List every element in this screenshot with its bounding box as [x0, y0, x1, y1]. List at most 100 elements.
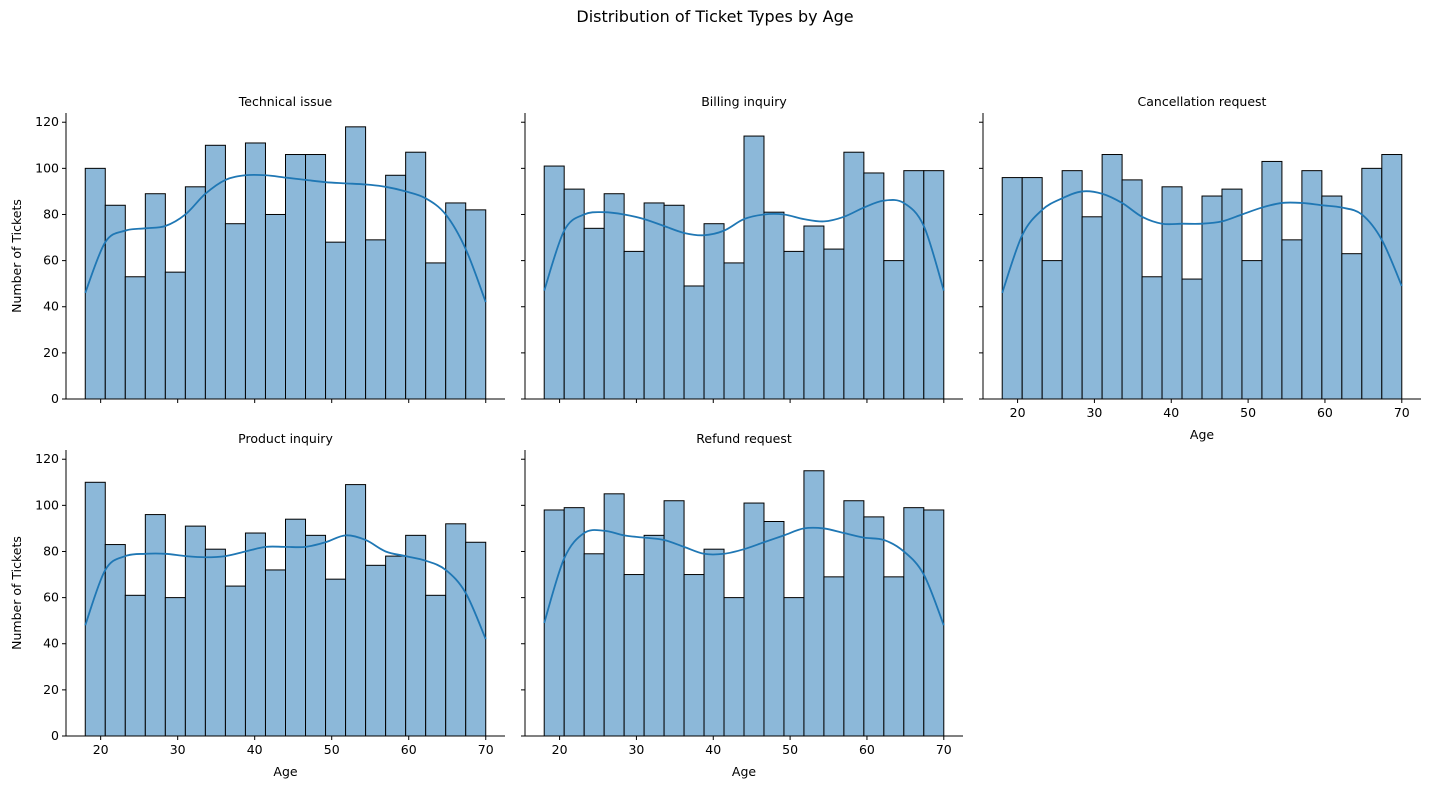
- x-tick-label: 50: [1240, 405, 1256, 420]
- histogram-bar: [1241, 260, 1263, 400]
- histogram-bar: [405, 534, 427, 737]
- x-tick-label: 50: [782, 742, 798, 757]
- histogram-bar: [1141, 276, 1163, 400]
- histogram-bar: [1121, 179, 1143, 400]
- histogram-bar: [425, 262, 447, 400]
- histogram-bar: [783, 250, 805, 400]
- y-tick-label: 80: [43, 543, 59, 558]
- histogram-bar: [823, 248, 845, 400]
- facet-title: Refund request: [696, 431, 792, 446]
- histogram-bar: [903, 507, 925, 737]
- histogram-bar: [285, 154, 307, 400]
- x-tick-label: 40: [1163, 405, 1179, 420]
- histogram-bar: [345, 126, 367, 400]
- y-tick-label: 80: [43, 206, 59, 221]
- histogram-bar: [703, 223, 725, 400]
- histogram-bar: [405, 151, 427, 400]
- histogram-bar: [763, 521, 785, 737]
- histogram-bar: [663, 204, 685, 400]
- x-tick-label: 30: [1086, 405, 1102, 420]
- histogram-bar: [264, 569, 287, 737]
- x-tick-label: 70: [1394, 405, 1410, 420]
- y-tick-label: 60: [43, 253, 59, 268]
- histogram-bar: [643, 534, 665, 737]
- x-tick-label: 30: [628, 742, 644, 757]
- histogram-bar: [285, 518, 307, 737]
- y-axis-label: Number of Tickets: [9, 536, 24, 650]
- histogram-bar: [583, 227, 605, 400]
- histogram-bar: [345, 484, 367, 737]
- histogram-bar: [325, 241, 347, 400]
- x-tick-label: 60: [401, 742, 417, 757]
- histogram-bar: [124, 276, 146, 400]
- histogram-bar: [803, 470, 825, 737]
- histogram-bar: [385, 174, 407, 400]
- histogram-bar: [385, 555, 407, 737]
- histogram-bar: [663, 500, 685, 737]
- x-axis-label: Age: [732, 764, 756, 779]
- x-tick-label: 70: [478, 742, 494, 757]
- facet-title: Cancellation request: [1138, 94, 1267, 109]
- histogram-bar: [445, 523, 467, 737]
- y-tick-label: 100: [35, 497, 59, 512]
- facet-panel: Billing inquiry: [521, 94, 963, 403]
- kde-curve: [84, 534, 487, 640]
- histogram-bar: [365, 239, 387, 400]
- histogram-bar: [1261, 160, 1283, 400]
- facet-panel: 0 20 40 60 80 100 120 20 30 40 50 60 70 Product inqui…: [9, 431, 505, 779]
- y-tick-label: 120: [35, 114, 59, 129]
- histogram-bar: [923, 170, 945, 400]
- y-tick-label: 0: [51, 728, 59, 743]
- figure-title: Distribution of Ticket Types by Age: [576, 7, 854, 26]
- x-tick-label: 20: [93, 742, 109, 757]
- x-tick-label: 40: [247, 742, 263, 757]
- x-tick-label: 50: [324, 742, 340, 757]
- histogram-bar: [305, 534, 327, 737]
- histogram-bar: [1001, 177, 1023, 400]
- histogram-bar: [224, 223, 246, 400]
- histogram-bar: [204, 144, 226, 400]
- histogram-bar: [465, 209, 487, 400]
- histogram-bar: [843, 151, 865, 400]
- histogram-bar: [204, 548, 226, 737]
- histogram-bar: [84, 481, 106, 737]
- histogram-bar: [563, 188, 585, 400]
- x-tick-label: 60: [1317, 405, 1333, 420]
- x-tick-label: 30: [170, 742, 186, 757]
- kde-curve: [543, 199, 945, 291]
- histogram-bar: [1081, 216, 1103, 400]
- y-tick-label: 20: [43, 345, 59, 360]
- histogram-bar: [1361, 167, 1383, 400]
- histogram-bar: [603, 193, 625, 400]
- histogram-bar: [1181, 278, 1203, 400]
- x-axis-label: Age: [1190, 427, 1214, 442]
- histogram-bar: [1201, 195, 1223, 400]
- kde-curve: [1001, 190, 1403, 294]
- x-axis-label: Age: [273, 764, 297, 779]
- histogram-bar: [703, 548, 725, 737]
- histogram-bar: [1041, 260, 1063, 400]
- histogram-bar: [124, 594, 146, 737]
- y-tick-label: 120: [35, 451, 59, 466]
- kde-curve: [543, 526, 945, 626]
- histogram-bar: [763, 211, 785, 400]
- histogram-bar: [923, 509, 945, 737]
- kde-curve: [84, 173, 487, 303]
- facet-title: Billing inquiry: [701, 94, 787, 109]
- facet-panel: 20 30 40 50 60 70 Refund request Age: [521, 431, 963, 779]
- histogram-bar: [104, 544, 126, 737]
- histogram-bar: [683, 285, 705, 400]
- histogram-bar: [445, 202, 467, 400]
- histogram-bar: [264, 213, 287, 400]
- histogram-bar: [1321, 195, 1343, 400]
- y-tick-label: 20: [43, 682, 59, 697]
- y-tick-label: 0: [51, 391, 59, 406]
- histogram-bar: [863, 516, 885, 737]
- histogram-bar: [144, 193, 166, 400]
- histogram-bar: [603, 493, 625, 737]
- histogram-bar: [1101, 154, 1123, 400]
- facet-panel: 20 30 40 50 60 70 Cancellation request Age: [979, 94, 1421, 442]
- y-tick-label: 100: [35, 160, 59, 175]
- histogram-bar: [823, 576, 845, 737]
